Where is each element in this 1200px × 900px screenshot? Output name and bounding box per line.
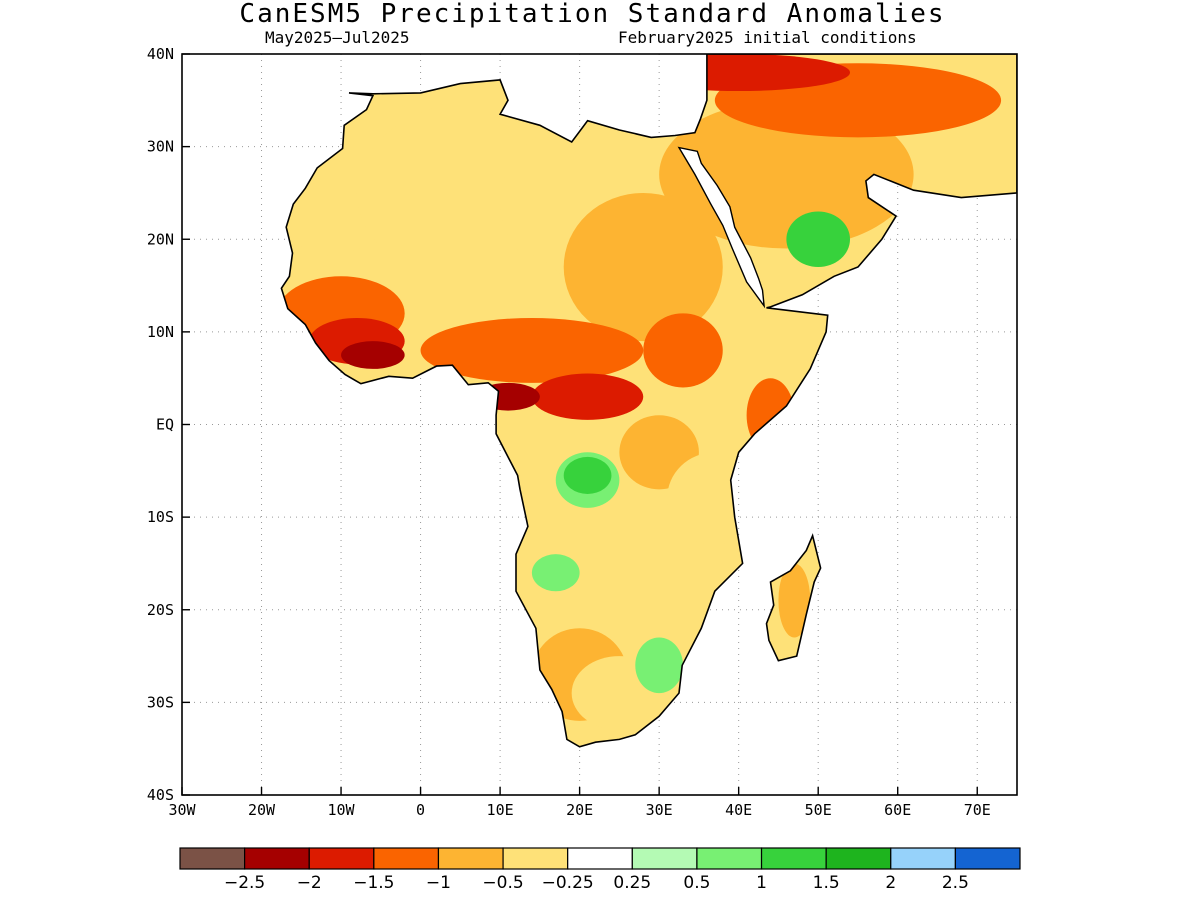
colorbar-swatch [890, 847, 956, 870]
lat-tick-label: 40N [147, 45, 174, 63]
colorbar-swatch [244, 847, 310, 870]
lon-tick-label: 10E [487, 801, 514, 819]
lon-tick-label: 50E [805, 801, 832, 819]
colorbar-swatch [179, 847, 246, 870]
anomaly-region [341, 341, 405, 369]
colorbar-label: 2.5 [942, 873, 969, 893]
colorbar-swatch [437, 847, 504, 870]
anomaly-region [563, 456, 612, 494]
lat-tick-label: 20S [147, 601, 174, 619]
lon-tick-label: 20E [566, 801, 593, 819]
lat-tick-label: 10S [147, 508, 174, 526]
anomaly-region [778, 563, 811, 638]
anomaly-region [420, 317, 644, 383]
colorbar-label: −2 [297, 873, 322, 893]
colorbar: −2.5 −2 −1.5 −1 −0.5 −0.25 0.25 0.5 1 1.5 2 2.5 [179, 847, 1021, 893]
colorbar-swatch [308, 847, 375, 870]
madagascar-coastline [765, 533, 822, 662]
lon-tick-label: 0 [416, 801, 425, 819]
colorbar-label: 1.5 [813, 873, 840, 893]
colorbar-label: 0.5 [683, 873, 710, 893]
colorbar-label: −1.5 [353, 873, 394, 893]
anomaly-region [786, 211, 850, 268]
forecast-period: May2025—Jul2025 [265, 28, 410, 47]
colorbar-label: 0.25 [613, 873, 651, 893]
colorbar-swatch [631, 847, 698, 870]
anomaly-region [531, 373, 644, 420]
colorbar-swatch [373, 847, 440, 870]
axis-ticks: 30W 20W 10W 0 10E 20E 30E 40E 50E 60E 70E 40N 30N 20N… [147, 45, 991, 819]
colorbar-swatch [502, 847, 569, 870]
colorbar-label: −2.5 [224, 873, 265, 893]
red-sea-coastline [677, 146, 766, 309]
lat-tick-label: 10N [147, 323, 174, 341]
lon-tick-label: 70E [964, 801, 991, 819]
map-title: CanESM5 Precipitation Standard Anomalies [239, 0, 946, 29]
lon-tick-label: 20W [248, 801, 276, 819]
anomaly-region [531, 554, 580, 592]
anomaly-region [635, 637, 684, 694]
colorbar-label: −1 [426, 873, 451, 893]
colorbar-swatch [696, 847, 763, 870]
colorbar-label: −0.5 [482, 873, 523, 893]
anomaly-region [563, 192, 723, 342]
lon-tick-label: 60E [884, 801, 911, 819]
lon-tick-label: 30E [646, 801, 673, 819]
colorbar-swatch [760, 847, 827, 870]
lon-tick-label: 10W [328, 801, 356, 819]
colorbar-swatch [954, 847, 1021, 870]
lat-tick-label: 30N [147, 138, 174, 156]
initial-conditions: February2025 initial conditions [618, 28, 917, 47]
colorbar-swatch [567, 847, 633, 870]
lat-tick-label: 30S [147, 693, 174, 711]
lon-tick-label: 30W [168, 801, 196, 819]
lon-tick-label: 40E [725, 801, 752, 819]
lat-tick-label: EQ [156, 416, 174, 434]
anomaly-region [643, 313, 723, 388]
lat-tick-label: 20N [147, 230, 174, 248]
colorbar-label: −0.25 [542, 873, 594, 893]
colorbar-label: 1 [756, 873, 767, 893]
colorbar-label: 2 [885, 873, 896, 893]
africa-coastline [280, 54, 1017, 748]
colorbar-swatch [825, 847, 892, 870]
lat-tick-label: 40S [147, 786, 174, 804]
